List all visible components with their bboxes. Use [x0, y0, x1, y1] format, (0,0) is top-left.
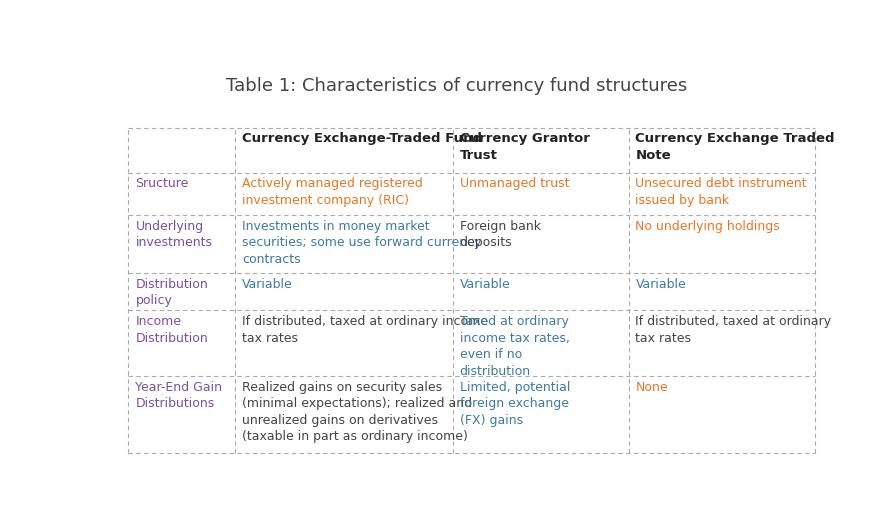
Text: Variable: Variable: [459, 278, 510, 291]
Text: Currency Grantor
Trust: Currency Grantor Trust: [459, 132, 589, 162]
Text: Currency Exchange Traded
Note: Currency Exchange Traded Note: [635, 132, 835, 162]
Text: Unmanaged trust: Unmanaged trust: [459, 178, 569, 190]
Text: Investments in money market
securities; some use forward currency
contracts: Investments in money market securities; …: [242, 220, 481, 266]
Text: Variable: Variable: [242, 278, 293, 291]
Text: Year-End Gain
Distributions: Year-End Gain Distributions: [135, 381, 222, 410]
Text: No underlying holdings: No underlying holdings: [635, 220, 781, 233]
Text: Currency Exchange-Traded Fund: Currency Exchange-Traded Fund: [242, 132, 482, 146]
Text: Actively managed registered
investment company (RIC): Actively managed registered investment c…: [242, 178, 423, 207]
Text: None: None: [635, 381, 668, 394]
Text: Foreign bank
deposits: Foreign bank deposits: [459, 220, 540, 249]
Text: Table 1: Characteristics of currency fund structures: Table 1: Characteristics of currency fun…: [225, 77, 687, 95]
Text: Limited, potential
foreign exchange
(FX) gains: Limited, potential foreign exchange (FX)…: [459, 381, 570, 427]
Text: If distributed, taxed at ordinary income
tax rates: If distributed, taxed at ordinary income…: [242, 315, 489, 345]
Text: Underlying
investments: Underlying investments: [135, 220, 213, 249]
Text: If distributed, taxed at ordinary
tax rates: If distributed, taxed at ordinary tax ra…: [635, 315, 831, 345]
Text: Unsecured debt instrument
issued by bank: Unsecured debt instrument issued by bank: [635, 178, 807, 207]
Text: Sructure: Sructure: [135, 178, 189, 190]
Text: Realized gains on security sales
(minimal expectations); realized and
unrealized: Realized gains on security sales (minima…: [242, 381, 473, 443]
Text: Distribution
policy: Distribution policy: [135, 278, 208, 307]
Text: Variable: Variable: [635, 278, 686, 291]
Text: Taxed at ordinary
income tax rates,
even if no
distribution: Taxed at ordinary income tax rates, even…: [459, 315, 570, 378]
Text: Income
Distribution: Income Distribution: [135, 315, 208, 345]
